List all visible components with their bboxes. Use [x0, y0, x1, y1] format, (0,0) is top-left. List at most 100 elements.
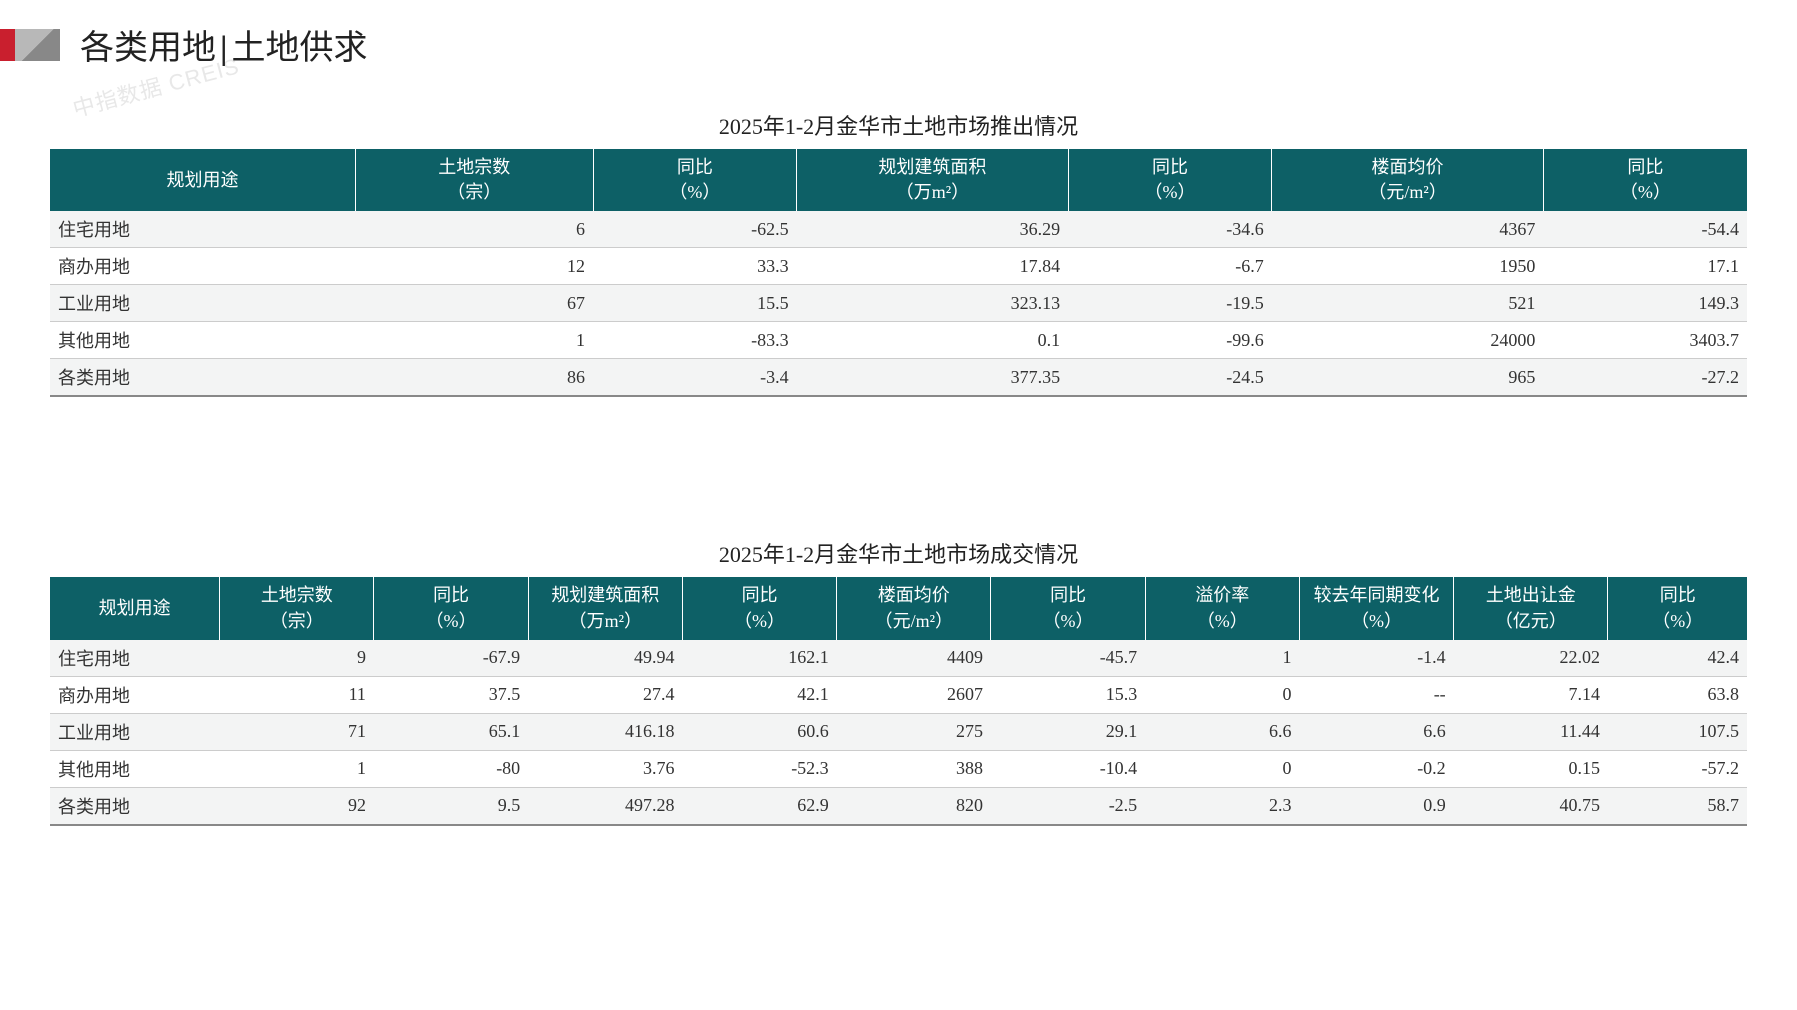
table-cell: 377.35 [797, 359, 1069, 397]
table-cell: -57.2 [1608, 750, 1747, 787]
column-header: 同比（%） [1068, 149, 1272, 211]
table-row: 商办用地1233.317.84-6.7195017.1 [50, 248, 1747, 285]
launch-table-title: 2025年1-2月金华市土地市场推出情况 [50, 109, 1747, 141]
table-row: 住宅用地9-67.949.94162.14409-45.71-1.422.024… [50, 640, 1747, 677]
table-cell: 275 [837, 713, 991, 750]
table-cell: 1 [355, 322, 593, 359]
table-cell: 323.13 [797, 285, 1069, 322]
table-cell: 12 [355, 248, 593, 285]
table-cell: -34.6 [1068, 211, 1272, 248]
table-cell: 416.18 [528, 713, 682, 750]
table-row: 各类用地86-3.4377.35-24.5965-27.2 [50, 359, 1747, 397]
launch-table-block: 2025年1-2月金华市土地市场推出情况 规划用途土地宗数（宗）同比（%）规划建… [50, 109, 1747, 397]
table-cell: 60.6 [682, 713, 836, 750]
table-cell: 商办用地 [50, 676, 220, 713]
table-cell: -80 [374, 750, 528, 787]
title-left: 各类用地 [80, 30, 216, 67]
table-cell: -19.5 [1068, 285, 1272, 322]
table-cell: 65.1 [374, 713, 528, 750]
table-row: 各类用地929.5497.2862.9820-2.52.30.940.7558.… [50, 787, 1747, 825]
column-header: 规划用途 [50, 149, 355, 211]
column-header: 溢价率（%） [1145, 577, 1299, 639]
table-cell: 4367 [1272, 211, 1544, 248]
table-cell: 其他用地 [50, 750, 220, 787]
column-header: 同比（%） [1543, 149, 1747, 211]
deal-table-title: 2025年1-2月金华市土地市场成交情况 [50, 537, 1747, 569]
table-cell: 1 [220, 750, 374, 787]
column-header: 土地宗数（宗） [355, 149, 593, 211]
table-cell: 1950 [1272, 248, 1544, 285]
table-row: 其他用地1-83.30.1-99.6240003403.7 [50, 322, 1747, 359]
table-row: 商办用地1137.527.442.1260715.30--7.1463.8 [50, 676, 1747, 713]
table-cell: -54.4 [1543, 211, 1747, 248]
table-cell: 24000 [1272, 322, 1544, 359]
table-cell: 40.75 [1454, 787, 1608, 825]
table-cell: 820 [837, 787, 991, 825]
table-cell: 0 [1145, 676, 1299, 713]
table-cell: 36.29 [797, 211, 1069, 248]
table-cell: -62.5 [593, 211, 797, 248]
column-header: 规划用途 [50, 577, 220, 639]
table-cell: 58.7 [1608, 787, 1747, 825]
table-cell: 42.4 [1608, 640, 1747, 677]
table-cell: 17.1 [1543, 248, 1747, 285]
table-cell: 521 [1272, 285, 1544, 322]
table-cell: 63.8 [1608, 676, 1747, 713]
launch-header-row: 规划用途土地宗数（宗）同比（%）规划建筑面积（万m²）同比（%）楼面均价（元/m… [50, 149, 1747, 211]
table-row: 工业用地6715.5323.13-19.5521149.3 [50, 285, 1747, 322]
table-cell: 149.3 [1543, 285, 1747, 322]
table-cell: 9 [220, 640, 374, 677]
table-cell: 7.14 [1454, 676, 1608, 713]
table-cell: -1.4 [1299, 640, 1453, 677]
deal-header-row: 规划用途土地宗数（宗）同比（%）规划建筑面积（万m²）同比（%）楼面均价（元/m… [50, 577, 1747, 639]
column-header: 楼面均价（元/m²） [837, 577, 991, 639]
table-cell: 3403.7 [1543, 322, 1747, 359]
table-cell: -2.5 [991, 787, 1145, 825]
table-cell: 27.4 [528, 676, 682, 713]
table-cell: 497.28 [528, 787, 682, 825]
table-cell: 107.5 [1608, 713, 1747, 750]
table-cell: 2607 [837, 676, 991, 713]
table-cell: 49.94 [528, 640, 682, 677]
page-header: 各类用地|土地供求 [0, 0, 1797, 69]
column-header: 较去年同期变化（%） [1299, 577, 1453, 639]
table-cell: 86 [355, 359, 593, 397]
column-header: 土地宗数（宗） [220, 577, 374, 639]
table-cell: 工业用地 [50, 285, 355, 322]
table-cell: -99.6 [1068, 322, 1272, 359]
column-header: 同比（%） [991, 577, 1145, 639]
table-cell: 6.6 [1145, 713, 1299, 750]
table-cell: 388 [837, 750, 991, 787]
table-cell: -67.9 [374, 640, 528, 677]
table-cell: 住宅用地 [50, 640, 220, 677]
logo-icon [0, 29, 60, 61]
table-cell: 17.84 [797, 248, 1069, 285]
table-cell: 4409 [837, 640, 991, 677]
table-cell: 6 [355, 211, 593, 248]
table-cell: 11 [220, 676, 374, 713]
table-cell: 各类用地 [50, 787, 220, 825]
table-cell: -6.7 [1068, 248, 1272, 285]
table-cell: -3.4 [593, 359, 797, 397]
table-cell: 0.9 [1299, 787, 1453, 825]
table-cell: 0.15 [1454, 750, 1608, 787]
table-cell: 92 [220, 787, 374, 825]
table-cell: 各类用地 [50, 359, 355, 397]
deal-table: 规划用途土地宗数（宗）同比（%）规划建筑面积（万m²）同比（%）楼面均价（元/m… [50, 577, 1747, 825]
table-cell: -0.2 [1299, 750, 1453, 787]
table-cell: 其他用地 [50, 322, 355, 359]
table-cell: 15.3 [991, 676, 1145, 713]
table-cell: 33.3 [593, 248, 797, 285]
table-cell: 2.3 [1145, 787, 1299, 825]
table-row: 其他用地1-803.76-52.3388-10.40-0.20.15-57.2 [50, 750, 1747, 787]
table-cell: -10.4 [991, 750, 1145, 787]
table-row: 住宅用地6-62.536.29-34.64367-54.4 [50, 211, 1747, 248]
table-cell: 162.1 [682, 640, 836, 677]
column-header: 同比（%） [593, 149, 797, 211]
table-cell: 0.1 [797, 322, 1069, 359]
launch-table: 规划用途土地宗数（宗）同比（%）规划建筑面积（万m²）同比（%）楼面均价（元/m… [50, 149, 1747, 397]
table-cell: 3.76 [528, 750, 682, 787]
table-cell: 1 [1145, 640, 1299, 677]
table-cell: -45.7 [991, 640, 1145, 677]
table-cell: 62.9 [682, 787, 836, 825]
